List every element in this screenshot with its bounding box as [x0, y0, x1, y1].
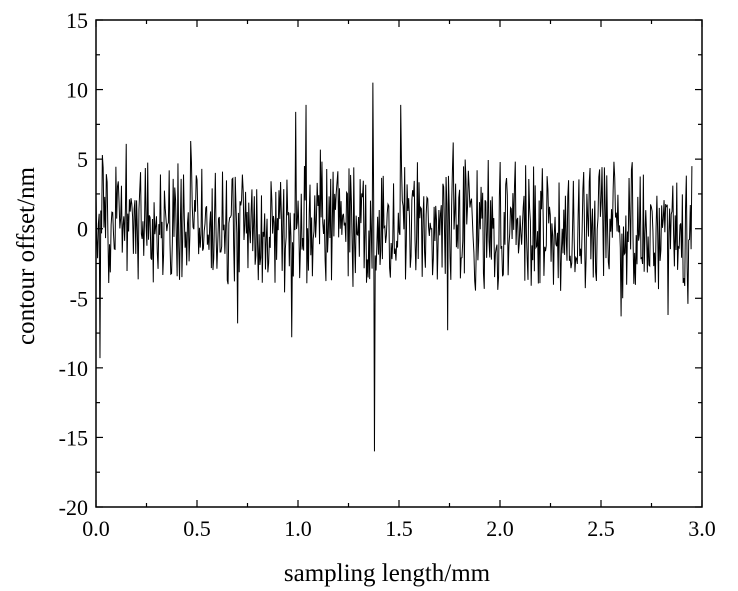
y-tick-label: 15	[66, 8, 88, 33]
x-tick-labels: 0.00.51.01.52.02.53.0	[82, 516, 716, 541]
y-tick-labels: 15 10 5 0 -5 -10 -15 -20	[59, 8, 88, 520]
y-tick-label: 5	[77, 147, 88, 172]
y-axis-title: contour offset/nm	[13, 166, 40, 345]
x-tick-label: 3.0	[688, 516, 716, 541]
series-line	[96, 83, 692, 452]
x-axis-title: sampling length/mm	[284, 560, 491, 587]
x-tick-label: 0.5	[183, 516, 211, 541]
y-tick-label: -20	[59, 495, 88, 520]
y-tick-label: 10	[66, 78, 88, 103]
y-tick-label: -5	[70, 286, 88, 311]
x-tick-label: 2.5	[587, 516, 615, 541]
x-tick-label: 2.0	[486, 516, 514, 541]
y-tick-label: -10	[59, 356, 88, 381]
y-tick-label: 0	[77, 217, 88, 242]
y-tick-label: -15	[59, 425, 88, 450]
x-tick-label: 1.5	[385, 516, 413, 541]
x-tick-label: 1.0	[284, 516, 312, 541]
